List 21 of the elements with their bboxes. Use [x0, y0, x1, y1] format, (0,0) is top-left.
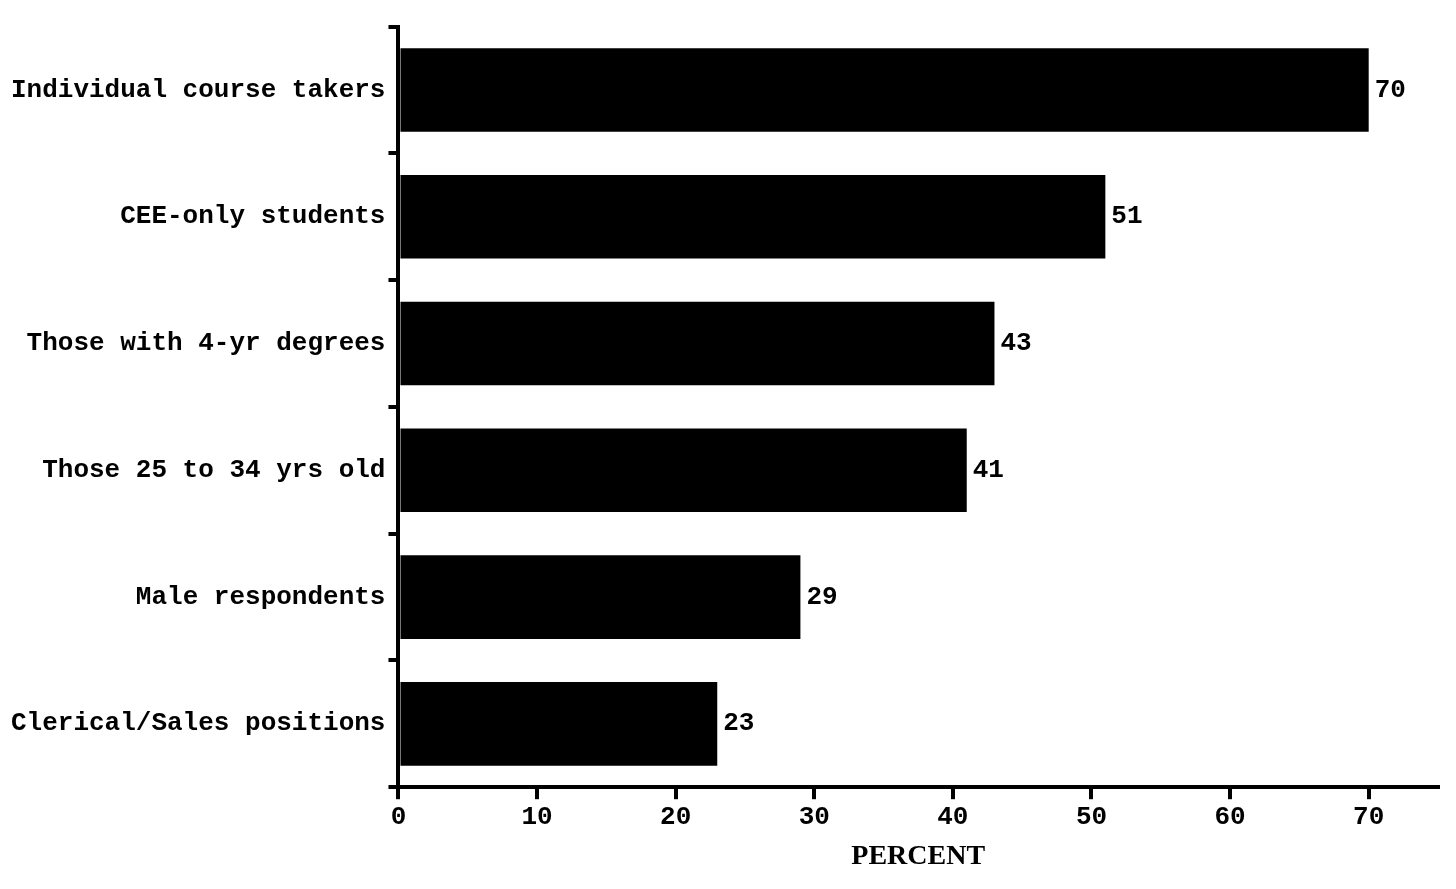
- data-label: 43: [1000, 328, 1032, 359]
- y-tick-label: Those 25 to 34 yrs old: [42, 454, 386, 485]
- x-tick-label: 70: [1353, 802, 1385, 833]
- x-tick-label: 30: [798, 802, 830, 833]
- x-tick-label: 0: [390, 802, 407, 833]
- data-label: 29: [806, 581, 838, 612]
- data-label: 41: [972, 454, 1004, 485]
- y-tick-label: Male respondents: [135, 581, 386, 612]
- data-label: 51: [1111, 201, 1143, 232]
- y-tick-label: CEE-only students: [120, 201, 386, 232]
- y-tick-label: Clerical/Sales positions: [10, 708, 386, 739]
- y-tick-label: Individual course takers: [10, 74, 386, 105]
- data-label: 70: [1374, 74, 1406, 105]
- y-tick-label: Those with 4-yr degrees: [26, 328, 386, 359]
- x-tick-label: 40: [937, 802, 969, 833]
- data-label: 23: [723, 708, 755, 739]
- x-tick-label: 20: [660, 802, 692, 833]
- x-tick-label: 60: [1214, 802, 1246, 833]
- x-tick-label: 10: [521, 802, 553, 833]
- x-tick-label: 50: [1075, 802, 1108, 833]
- x-axis-title: PERCENT: [851, 839, 986, 871]
